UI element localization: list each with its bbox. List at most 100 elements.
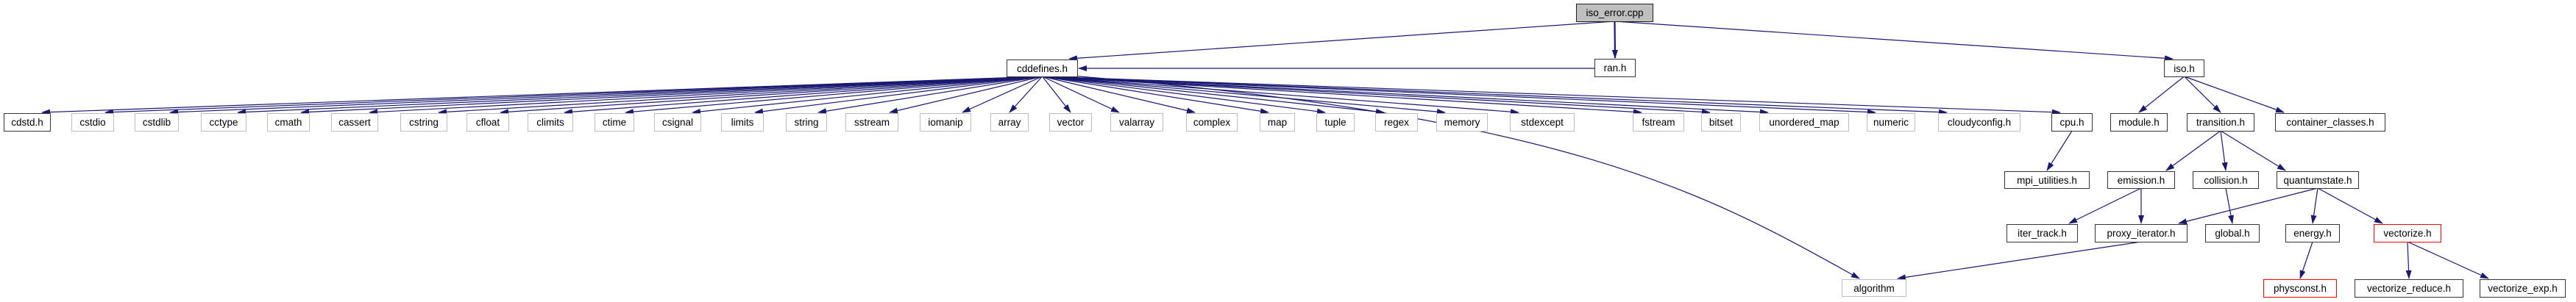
edge-cddefines.h-to-valarray <box>1042 76 1120 113</box>
edge-cddefines.h-to-array <box>1009 76 1043 113</box>
node-emission.h[interactable]: emission.h <box>2107 171 2175 189</box>
edge-cddefines.h-to-tuple <box>1042 76 1326 115</box>
node-proxy_iterator.h[interactable]: proxy_iterator.h <box>2095 224 2188 242</box>
edge-quantumstate.h-to-proxy_iterator.h <box>2178 187 2318 225</box>
node-ran.h[interactable]: ran.h <box>1594 59 1636 77</box>
edge-vectorize.h-to-vectorize_exp.h <box>2407 241 2489 279</box>
node-fstream: fstream <box>1633 113 1684 132</box>
node-cstring: cstring <box>400 113 447 132</box>
edge-cddefines.h-to-iomanip <box>962 76 1043 113</box>
node-ctime: ctime <box>595 113 634 132</box>
edge-cddefines.h-to-stdexcept <box>1042 76 1519 115</box>
edge-transition.h-to-emission.h <box>2165 130 2221 171</box>
node-iter_track.h[interactable]: iter_track.h <box>2006 224 2078 242</box>
node-vector: vector <box>1049 113 1092 132</box>
edge-energy.h-to-physconst.h <box>2299 241 2313 279</box>
node-unordered_map: unordered_map <box>1759 113 1849 132</box>
edge-cddefines.h-to-complex <box>1042 76 1196 114</box>
edge-cddefines.h-to-cloudyconfig.h <box>1042 76 1948 115</box>
node-quantumstate.h[interactable]: quantumstate.h <box>2277 171 2359 189</box>
edge-cddefines.h-to-bitset <box>1042 76 1711 115</box>
edge-cddefines.h-to-memory <box>1042 76 1446 115</box>
edge-cddefines.h-to-cmath <box>300 76 1043 115</box>
edge-iso.h-to-module.h <box>2138 76 2185 113</box>
node-mpi_utilities.h[interactable]: mpi_utilities.h <box>2004 171 2090 189</box>
edge-proxy_iterator.h-to-algorithm <box>1897 241 2142 281</box>
node-numeric: numeric <box>1867 113 1915 132</box>
node-iomanip: iomanip <box>920 113 971 132</box>
edge-cddefines.h-to-cctype <box>237 76 1043 115</box>
node-cloudyconfig.h: cloudyconfig.h <box>1938 113 2020 132</box>
edge-vectorize.h-to-vectorize_reduce.h <box>2405 241 2412 279</box>
edge-cddefines.h-to-algorithm <box>1070 75 1860 279</box>
edge-cddefines.h-to-cassert <box>369 76 1043 115</box>
node-cctype: cctype <box>201 113 246 132</box>
edge-cddefines.h-to-unordered_map <box>1042 76 1769 115</box>
edge-cddefines.h-to-regex <box>1042 76 1385 115</box>
node-container_classes.h[interactable]: container_classes.h <box>2275 113 2385 132</box>
edge-iso_error.cpp-to-ran.h <box>1611 21 1618 59</box>
edge-cddefines.h-to-sstream <box>889 76 1043 114</box>
edge-transition.h-to-collision.h <box>2220 130 2228 171</box>
node-global.h[interactable]: global.h <box>2205 224 2260 242</box>
node-module.h[interactable]: module.h <box>2110 113 2168 132</box>
edge-quantumstate.h-to-vectorize.h <box>2317 187 2383 224</box>
node-complex: complex <box>1186 113 1238 132</box>
node-bitset: bitset <box>1701 113 1741 132</box>
edge-cddefines.h-to-vector <box>1042 76 1071 113</box>
node-iso_error.cpp[interactable]: iso_error.cpp <box>1576 4 1653 22</box>
node-string: string <box>786 113 827 132</box>
node-cpu.h[interactable]: cpu.h <box>2051 113 2093 132</box>
node-stdexcept: stdexcept <box>1510 113 1575 132</box>
node-limits: limits <box>721 113 764 132</box>
node-iso.h[interactable]: iso.h <box>2164 60 2204 77</box>
node-map: map <box>1260 113 1295 132</box>
node-vectorize.h[interactable]: vectorize.h <box>2374 224 2441 242</box>
edge-cddefines.h-to-ctime <box>625 76 1043 115</box>
edge-emission.h-to-iter_track.h <box>2068 187 2142 224</box>
node-cstdio: cstdio <box>71 113 114 132</box>
node-cfloat: cfloat <box>466 113 509 132</box>
edge-cddefines.h-to-csignal <box>692 76 1043 115</box>
edge-cddefines.h-to-cstdlib <box>169 76 1043 115</box>
edge-cddefines.h-to-numeric <box>1042 76 1876 115</box>
node-tuple: tuple <box>1316 113 1355 132</box>
node-array: array <box>990 113 1029 132</box>
edge-cddefines.h-to-cpu.h <box>1042 76 2061 115</box>
edge-iso.h-to-container_classes.h <box>2184 76 2285 113</box>
node-vectorize_reduce.h[interactable]: vectorize_reduce.h <box>2355 279 2463 298</box>
edge-cddefines.h-to-cstdio <box>104 76 1043 115</box>
node-climits: climits <box>528 113 573 132</box>
node-valarray: valarray <box>1110 113 1163 132</box>
edge-cddefines.h-to-climits <box>564 76 1043 115</box>
edge-cddefines.h-to-cstring <box>438 76 1043 115</box>
node-cassert: cassert <box>331 113 378 132</box>
node-cddefines.h[interactable]: cddefines.h <box>1007 60 1078 77</box>
edge-quantumstate.h-to-energy.h <box>2310 187 2318 224</box>
node-transition.h[interactable]: transition.h <box>2187 113 2254 132</box>
edge-iso_error.cpp-to-cddefines.h <box>1068 21 1615 62</box>
edge-cddefines.h-to-cfloat <box>500 76 1043 115</box>
node-csignal: csignal <box>654 113 701 132</box>
node-regex: regex <box>1375 113 1418 132</box>
edge-iso.h-to-transition.h <box>2184 76 2221 113</box>
node-cmath: cmath <box>267 113 310 132</box>
node-energy.h[interactable]: energy.h <box>2285 224 2340 242</box>
edge-cpu.h-to-mpi_utilities.h <box>2046 130 2073 171</box>
edge-transition.h-to-quantumstate.h <box>2220 130 2286 171</box>
node-algorithm: algorithm <box>1842 279 1906 297</box>
edge-cddefines.h-to-limits <box>754 76 1043 115</box>
node-cstdlib: cstdlib <box>135 113 179 132</box>
edge-cddefines.h-to-string <box>817 76 1043 115</box>
node-memory: memory <box>1436 113 1488 132</box>
node-vectorize_exp.h[interactable]: vectorize_exp.h <box>2480 279 2566 298</box>
node-cdstd.h[interactable]: cdstd.h <box>4 113 51 132</box>
edge-iso_error.cpp-to-iso.h <box>1614 21 2174 62</box>
edge-collision.h-to-global.h <box>2225 187 2234 224</box>
node-sstream: sstream <box>845 113 898 132</box>
node-physconst.h[interactable]: physconst.h <box>2263 279 2337 298</box>
node-collision.h[interactable]: collision.h <box>2193 171 2259 189</box>
edge-cddefines.h-to-map <box>1042 76 1269 115</box>
